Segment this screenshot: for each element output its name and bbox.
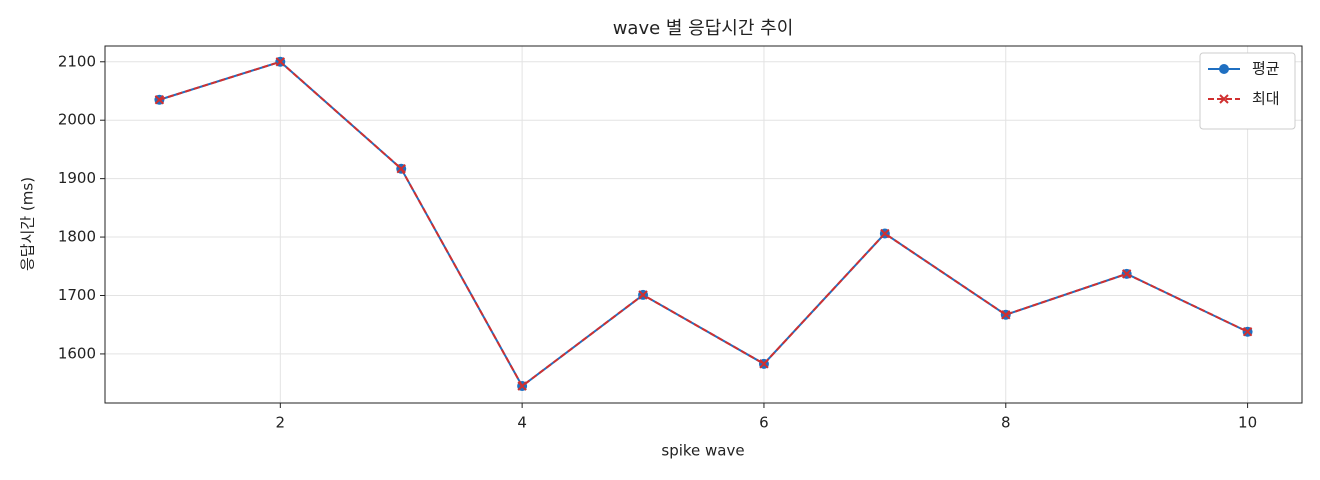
y-tick-label: 1900 [58, 169, 96, 187]
marker-x [880, 228, 890, 239]
marker-x [517, 381, 527, 391]
marker [396, 163, 406, 174]
marker [880, 228, 890, 239]
marker [275, 57, 286, 67]
x-tick-label: 4 [517, 414, 527, 432]
marker-x [1001, 310, 1011, 320]
x-axis-label: spike wave [661, 442, 744, 460]
chart-title: wave 별 응답시간 추이 [613, 18, 794, 39]
marker-x [275, 57, 286, 67]
marker-x [638, 290, 648, 300]
y-tick-label: 1600 [58, 344, 96, 362]
series-line [159, 60, 1249, 388]
legend-label: 최대 [1252, 90, 1280, 108]
x-tick-label: 2 [276, 414, 286, 432]
marker-x [396, 163, 406, 174]
legend-marker [1219, 64, 1229, 74]
marker [1001, 310, 1011, 320]
y-tick-label: 2100 [58, 52, 96, 70]
series-line [159, 60, 1249, 388]
x-tick-label: 10 [1238, 414, 1257, 432]
marker [1242, 327, 1253, 337]
x-tick-label: 6 [759, 414, 769, 432]
x-tick-label: 8 [1001, 414, 1011, 432]
marker [759, 359, 769, 369]
marker [517, 381, 527, 391]
marker [154, 95, 165, 105]
y-tick-label: 1800 [58, 228, 96, 246]
marker [1121, 269, 1132, 279]
legend-marker [1219, 94, 1229, 104]
plot-frame [104, 45, 1303, 404]
legend-box [1199, 52, 1296, 130]
marker-x [1242, 327, 1253, 337]
marker-x [759, 359, 769, 369]
marker-x [154, 95, 165, 105]
y-axis-label: 응답시간 (ms) [19, 177, 37, 271]
y-tick-label: 2000 [58, 111, 96, 129]
marker-x [1121, 269, 1132, 279]
legend-label: 평균 [1252, 60, 1280, 78]
marker [638, 290, 648, 300]
y-tick-label: 1700 [58, 286, 96, 304]
